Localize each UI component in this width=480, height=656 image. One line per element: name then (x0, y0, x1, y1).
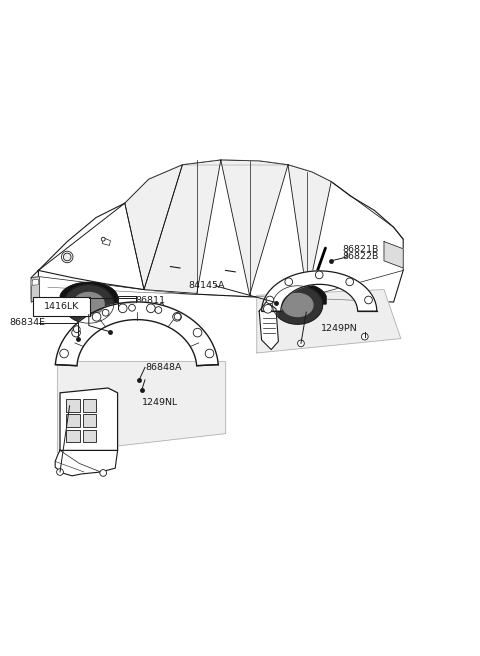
Polygon shape (384, 241, 403, 268)
Polygon shape (55, 302, 218, 365)
Polygon shape (125, 165, 182, 289)
Circle shape (146, 304, 155, 313)
Text: 86811: 86811 (136, 296, 166, 305)
Polygon shape (288, 165, 331, 297)
Circle shape (129, 304, 135, 311)
Circle shape (365, 296, 372, 304)
Circle shape (174, 314, 181, 320)
Circle shape (72, 328, 80, 337)
Text: 86821B: 86821B (342, 245, 379, 255)
Polygon shape (31, 160, 403, 302)
Polygon shape (73, 293, 104, 316)
Polygon shape (144, 160, 221, 293)
Polygon shape (269, 283, 326, 304)
Circle shape (346, 278, 353, 285)
Circle shape (57, 468, 63, 476)
FancyBboxPatch shape (66, 430, 80, 442)
Polygon shape (282, 293, 313, 316)
Circle shape (73, 326, 80, 333)
Text: 86834E: 86834E (10, 318, 46, 327)
Polygon shape (262, 271, 377, 311)
FancyBboxPatch shape (83, 430, 96, 442)
Polygon shape (32, 279, 38, 285)
Polygon shape (60, 388, 118, 451)
FancyBboxPatch shape (33, 297, 90, 316)
Text: 86812: 86812 (136, 302, 166, 312)
Circle shape (92, 312, 101, 321)
Polygon shape (257, 289, 401, 353)
Circle shape (361, 333, 368, 340)
Circle shape (63, 253, 71, 261)
Polygon shape (55, 451, 118, 476)
FancyBboxPatch shape (66, 415, 80, 427)
Polygon shape (31, 277, 39, 302)
FancyBboxPatch shape (83, 399, 96, 411)
Polygon shape (60, 283, 117, 303)
Text: 86822B: 86822B (342, 252, 379, 261)
Text: 84145A: 84145A (189, 281, 225, 290)
Circle shape (102, 310, 109, 316)
Circle shape (101, 237, 105, 241)
Polygon shape (221, 160, 288, 295)
Polygon shape (102, 237, 110, 245)
Text: 86848A: 86848A (283, 308, 320, 317)
FancyBboxPatch shape (66, 399, 80, 411)
Text: 1416LK: 1416LK (44, 302, 79, 311)
Circle shape (298, 340, 304, 347)
Polygon shape (64, 285, 114, 323)
Circle shape (119, 304, 127, 313)
Circle shape (266, 296, 274, 304)
FancyBboxPatch shape (83, 415, 96, 427)
Circle shape (100, 470, 107, 476)
Circle shape (60, 349, 69, 358)
Polygon shape (273, 286, 323, 324)
Text: 86590: 86590 (71, 401, 101, 410)
Circle shape (155, 306, 162, 314)
Polygon shape (58, 361, 226, 453)
Text: 86848A: 86848A (145, 363, 182, 372)
Text: 1249NL: 1249NL (142, 398, 178, 407)
Text: 1249PN: 1249PN (321, 325, 358, 333)
Polygon shape (259, 302, 278, 350)
Circle shape (315, 271, 323, 279)
Circle shape (205, 349, 214, 358)
Circle shape (173, 312, 181, 321)
Circle shape (285, 278, 293, 285)
Circle shape (193, 328, 202, 337)
Circle shape (61, 251, 73, 262)
Circle shape (264, 304, 272, 313)
